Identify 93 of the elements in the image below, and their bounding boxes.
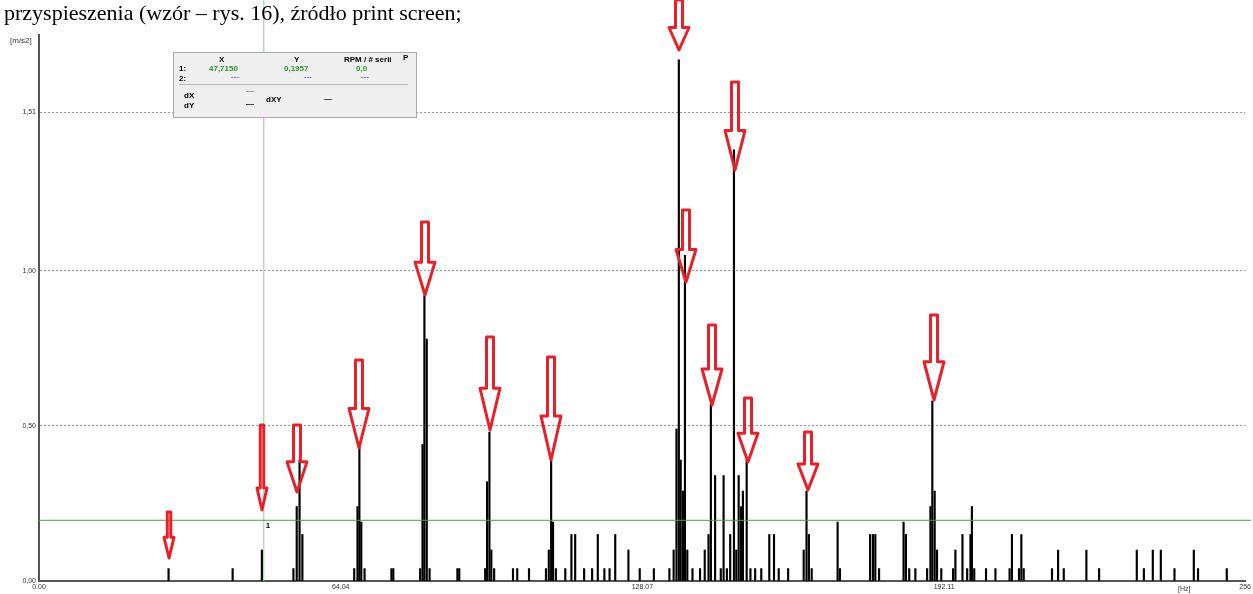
bar <box>741 490 744 581</box>
bar <box>1151 549 1154 581</box>
annotation: Y <box>294 55 300 64</box>
bar <box>768 534 771 581</box>
annotation: 2: <box>179 74 187 83</box>
bar <box>564 568 567 581</box>
bar <box>638 568 641 581</box>
annotation: P <box>403 53 409 62</box>
bar <box>940 568 943 581</box>
annotation: 0,0 <box>356 64 368 73</box>
bar <box>737 475 740 581</box>
bar <box>527 568 531 581</box>
bar <box>874 534 877 581</box>
bar <box>1098 568 1101 581</box>
annotation: --- <box>304 72 312 81</box>
bar <box>423 295 426 581</box>
annotation: 0,1957 <box>284 64 309 73</box>
chart-title: przyspieszenia (wzór – rys. 16), źródło print screen; <box>4 0 462 26</box>
bar <box>984 568 988 581</box>
annotation: — <box>324 94 332 103</box>
annotation: — <box>246 86 254 95</box>
bar <box>805 490 808 581</box>
bar <box>570 534 573 581</box>
bar <box>869 534 872 581</box>
bar <box>614 534 617 581</box>
annotation: 1: <box>179 64 187 73</box>
bar <box>550 459 553 581</box>
bar <box>1057 549 1060 581</box>
bar <box>914 568 917 581</box>
bar <box>722 475 725 581</box>
bar <box>931 400 934 581</box>
bar <box>1062 568 1065 581</box>
annotation: — <box>246 99 254 108</box>
bar <box>745 459 748 581</box>
bar <box>1020 534 1023 581</box>
bar <box>683 254 687 581</box>
bar <box>1196 568 1200 581</box>
bar <box>591 568 594 581</box>
bar <box>1135 549 1138 581</box>
annotation: 1 <box>265 521 271 531</box>
bar <box>961 534 964 581</box>
annotation: dY <box>184 101 195 110</box>
y-axis-title: [m/s2] <box>10 36 32 45</box>
bar <box>970 506 973 581</box>
bar <box>1050 568 1054 581</box>
bar <box>1085 549 1088 581</box>
bar <box>729 534 732 581</box>
annotation: 47,7150 <box>209 64 238 73</box>
bar <box>698 568 702 581</box>
bar <box>772 534 776 581</box>
bar <box>1173 568 1176 581</box>
bar <box>787 568 790 581</box>
bar <box>627 549 630 581</box>
bar <box>596 534 599 581</box>
bar <box>954 549 957 581</box>
bar <box>516 568 519 581</box>
annotation: dXY <box>266 95 282 104</box>
bar <box>603 568 606 581</box>
bar <box>1192 549 1195 581</box>
bar <box>668 568 671 581</box>
bar <box>1159 549 1162 581</box>
bar <box>298 459 301 581</box>
bar <box>754 568 757 581</box>
bar <box>902 521 905 581</box>
bar <box>358 447 361 581</box>
bar <box>1142 568 1145 581</box>
bar <box>871 534 875 581</box>
bar <box>777 568 780 581</box>
annotation: RPM / # serii <box>344 55 392 64</box>
bar <box>574 534 577 581</box>
bar <box>608 568 611 581</box>
bar <box>1225 568 1228 581</box>
bar <box>677 59 680 581</box>
bar <box>877 568 881 581</box>
bar <box>760 568 763 581</box>
bar <box>260 549 263 581</box>
bar <box>691 568 694 581</box>
bar <box>231 568 234 581</box>
annotation: X <box>219 55 225 64</box>
annotation: --- <box>361 72 369 81</box>
bar <box>714 475 717 581</box>
bar <box>732 149 736 581</box>
annotation: dX <box>184 91 195 100</box>
bar <box>488 431 491 581</box>
annotation: --- <box>231 72 239 81</box>
bar <box>1010 534 1014 581</box>
bar <box>709 403 712 581</box>
bar <box>836 521 839 581</box>
bar <box>167 568 170 581</box>
bar <box>994 568 997 581</box>
bar <box>583 568 586 581</box>
bar <box>511 568 515 581</box>
bar <box>652 568 655 581</box>
